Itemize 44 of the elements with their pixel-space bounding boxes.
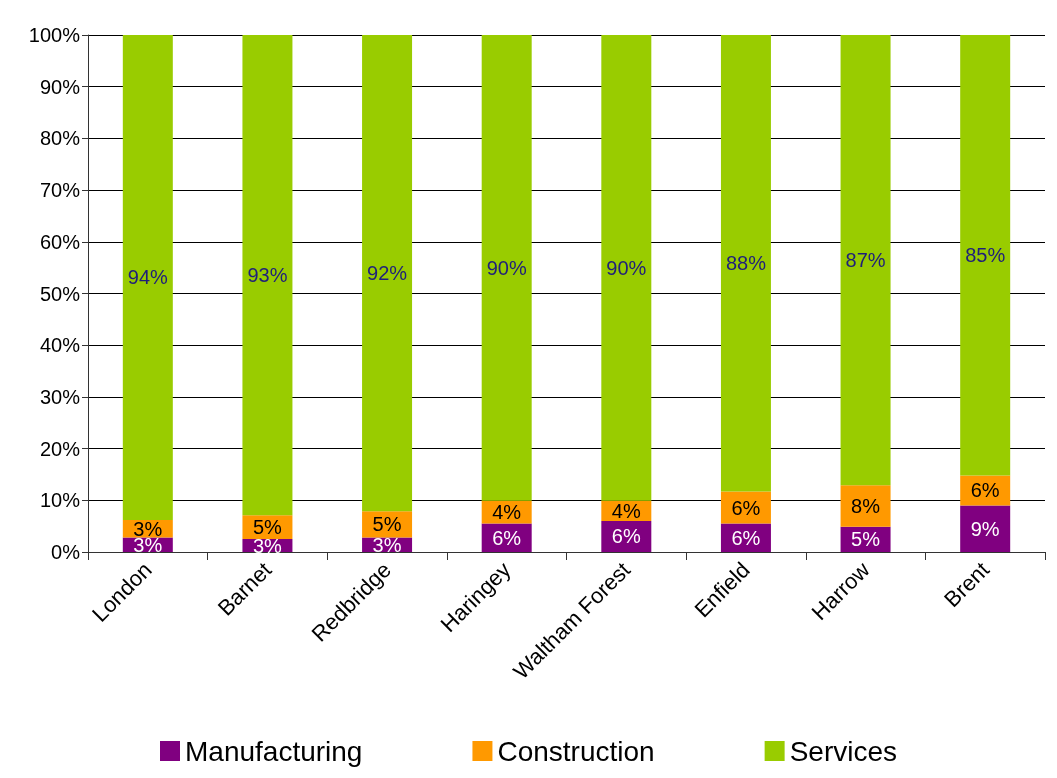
bar [840, 485, 891, 527]
bar [601, 35, 652, 501]
data-label: 5% [851, 528, 881, 551]
y-tick-label: 40% [39, 334, 81, 357]
bar [481, 35, 532, 501]
y-tick-label: 30% [39, 385, 81, 408]
y-tick-label: 20% [39, 437, 81, 460]
y-tick-label: 100% [28, 24, 81, 46]
y-tick-label: 80% [39, 127, 81, 150]
y-tick-label: 90% [39, 75, 81, 98]
data-label: 87% [845, 249, 886, 272]
data-label: 92% [367, 262, 408, 285]
data-label: 94% [127, 266, 169, 289]
data-label: 4% [611, 499, 641, 522]
data-label: 6% [492, 526, 522, 549]
data-label: 88% [725, 252, 767, 275]
data-label: 4% [492, 501, 522, 524]
bar [362, 35, 413, 512]
y-tick-label: 70% [39, 179, 81, 202]
bar [122, 35, 173, 520]
data-label: 90% [486, 256, 527, 279]
bar [840, 35, 891, 486]
data-label: 6% [611, 525, 641, 548]
y-tick-label: 50% [39, 282, 81, 305]
bar [960, 35, 1011, 476]
bar [960, 505, 1011, 552]
legend-label: Construction [497, 735, 655, 767]
data-label: 93% [247, 264, 288, 287]
data-label: 85% [965, 244, 1006, 267]
data-label: 3% [372, 533, 402, 556]
y-tick-label: 60% [39, 230, 81, 253]
data-label: 8% [851, 494, 881, 517]
data-label: 6% [731, 526, 761, 549]
data-label: 5% [372, 513, 402, 536]
legend-label: Manufacturing [185, 735, 363, 767]
data-label: 90% [606, 256, 647, 279]
bar [242, 35, 293, 516]
legend-label: Services [789, 735, 897, 767]
data-label: 9% [970, 517, 1000, 540]
data-label: 6% [970, 479, 1000, 502]
y-tick-label: 10% [39, 489, 81, 512]
data-label: 6% [731, 496, 761, 519]
y-tick-label: 0% [51, 541, 81, 563]
bar [720, 35, 771, 492]
